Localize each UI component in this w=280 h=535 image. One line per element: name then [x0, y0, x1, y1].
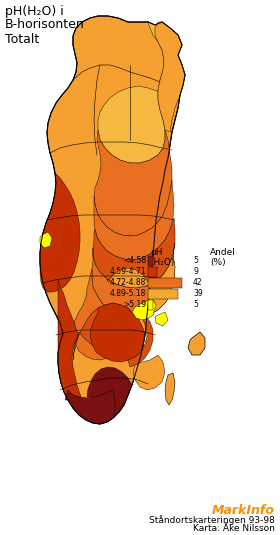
Text: Totalt: Totalt — [5, 33, 39, 46]
Polygon shape — [107, 243, 175, 315]
Text: 4.72-4.88: 4.72-4.88 — [110, 278, 146, 287]
Polygon shape — [188, 332, 205, 355]
Text: Ståndortskarteringen 93-98: Ståndortskarteringen 93-98 — [149, 515, 275, 525]
Polygon shape — [155, 22, 185, 132]
Bar — [148, 300, 153, 310]
Text: MarkInfo: MarkInfo — [212, 504, 275, 517]
Text: 5: 5 — [193, 300, 198, 309]
Polygon shape — [155, 312, 168, 326]
Text: Andel
(%): Andel (%) — [210, 248, 236, 268]
Polygon shape — [65, 390, 128, 424]
Text: B-horisonten: B-horisonten — [5, 18, 85, 31]
Polygon shape — [165, 373, 175, 405]
Text: 42: 42 — [193, 278, 203, 287]
Polygon shape — [94, 130, 172, 236]
Text: 39: 39 — [193, 289, 203, 298]
Text: pH
(H₂O): pH (H₂O) — [150, 248, 174, 268]
Polygon shape — [58, 280, 86, 420]
Text: 4.89-5.18: 4.89-5.18 — [110, 289, 146, 298]
Polygon shape — [98, 22, 185, 163]
Polygon shape — [90, 303, 145, 362]
Polygon shape — [40, 16, 185, 424]
Bar — [148, 267, 157, 277]
Polygon shape — [73, 303, 137, 360]
Text: 5: 5 — [193, 256, 198, 265]
Polygon shape — [40, 232, 52, 248]
Polygon shape — [87, 367, 132, 422]
Polygon shape — [93, 218, 175, 288]
Polygon shape — [73, 269, 132, 360]
Text: <4.58: <4.58 — [123, 256, 146, 265]
Polygon shape — [132, 298, 156, 320]
Text: 4.59-4.71: 4.59-4.71 — [109, 267, 146, 276]
Polygon shape — [40, 173, 80, 292]
Text: 9: 9 — [193, 267, 198, 276]
Bar — [148, 256, 153, 266]
Bar — [148, 278, 182, 288]
Polygon shape — [92, 248, 175, 318]
Polygon shape — [133, 355, 165, 390]
Text: pH(H₂O) i: pH(H₂O) i — [5, 5, 64, 18]
Text: Karta: Åke Nilsson: Karta: Åke Nilsson — [193, 524, 275, 533]
Polygon shape — [94, 180, 174, 260]
Bar — [148, 289, 178, 299]
Polygon shape — [128, 315, 153, 367]
Text: >5.19: >5.19 — [123, 300, 146, 309]
